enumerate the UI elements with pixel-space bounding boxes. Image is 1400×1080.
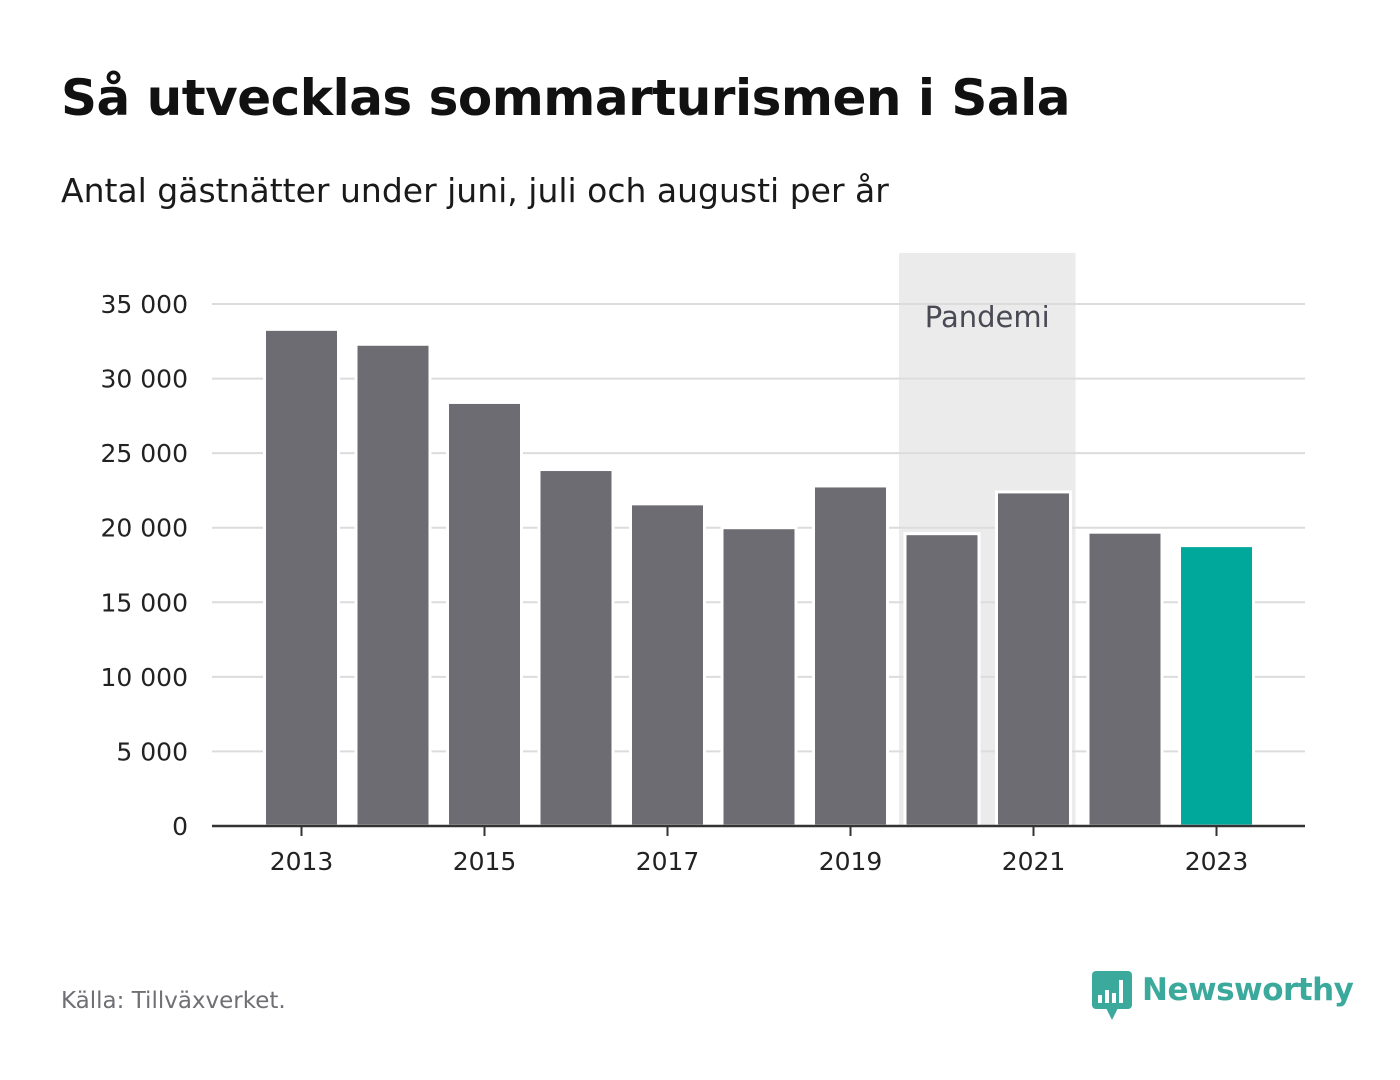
bar-2021 [995, 490, 1072, 828]
x-tick-label: 2023 [1185, 847, 1249, 876]
y-tick-label: 15 000 [101, 588, 188, 617]
y-tick-label: 10 000 [101, 663, 188, 692]
source-note: Källa: Tillväxverket. [61, 988, 286, 1014]
bar-2017 [629, 502, 706, 828]
y-tick-label: 5 000 [116, 737, 188, 766]
y-tick-label: 25 000 [101, 439, 188, 468]
bar-chart-speech-bubble-icon [1092, 971, 1132, 1020]
axis-labels: 0 5 000 10 000 15 000 20 000 25 000 30 000 35 0… [101, 290, 1249, 876]
bar-2016 [537, 468, 615, 828]
y-tick-label: 20 000 [101, 514, 188, 543]
bar-2018 [720, 526, 798, 828]
chart-title: Så utvecklas sommarturismen i Sala [61, 69, 1071, 127]
chart-subtitle: Antal gästnätter under juni, juli och au… [61, 171, 889, 210]
x-tick-label: 2019 [819, 847, 883, 876]
y-tick-label: 0 [172, 812, 188, 841]
newsworthy-logo: Newsworthy [1092, 970, 1354, 1022]
bars [263, 327, 1255, 828]
axes [212, 824, 1305, 836]
brand-name: Newsworthy [1142, 972, 1354, 1008]
bar-2020 [903, 532, 981, 828]
x-tick-label: 2017 [636, 847, 700, 876]
x-tick-label: 2021 [1002, 847, 1066, 876]
bar-2023 [1178, 544, 1255, 828]
bar-2013 [263, 327, 340, 828]
bar-2022 [1086, 530, 1164, 828]
bar-2019 [812, 484, 889, 828]
bar-2015 [446, 400, 523, 828]
x-tick-label: 2013 [270, 847, 334, 876]
y-tick-label: 30 000 [101, 365, 188, 394]
x-tick-label: 2015 [453, 847, 517, 876]
bar-2014 [354, 342, 432, 828]
pandemic-label: Pandemi [925, 300, 1050, 334]
y-tick-label: 35 000 [101, 290, 188, 319]
